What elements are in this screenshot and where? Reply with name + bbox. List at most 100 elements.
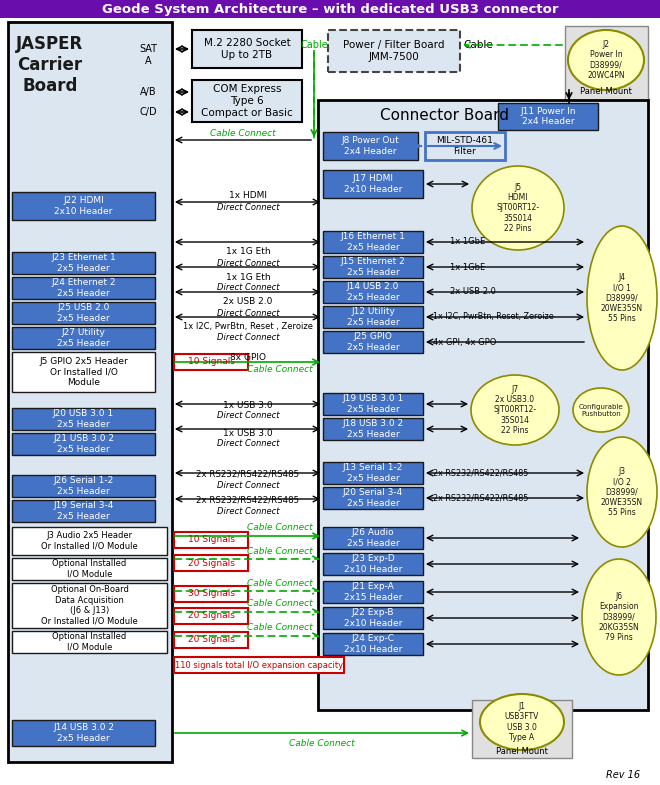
Ellipse shape (568, 30, 644, 90)
Text: Direct Connect: Direct Connect (216, 334, 279, 342)
Text: Connector Board: Connector Board (380, 108, 509, 123)
Text: M.2 2280 Socket
Up to 2TB: M.2 2280 Socket Up to 2TB (204, 38, 290, 60)
Text: Direct Connect: Direct Connect (216, 309, 279, 317)
Bar (323, 581, 423, 603)
Bar (323, 487, 423, 509)
Text: 1x USB 3.0: 1x USB 3.0 (223, 400, 273, 410)
Text: J23 Exp-D
2x10 Header: J23 Exp-D 2x10 Header (344, 554, 402, 574)
Bar (323, 553, 423, 575)
Text: Power / Filter Board
JMM-7500: Power / Filter Board JMM-7500 (343, 40, 445, 62)
Text: J5
HDMI
SJT00RT12-
35S014
22 Pins: J5 HDMI SJT00RT12- 35S014 22 Pins (496, 183, 540, 233)
Bar (174, 657, 344, 673)
Bar (174, 632, 248, 648)
Text: J24 Ethernet 2
2x5 Header: J24 Ethernet 2 2x5 Header (51, 279, 116, 298)
Bar (323, 306, 423, 328)
Text: C/D: C/D (139, 107, 157, 117)
Ellipse shape (582, 559, 656, 675)
Text: J19 USB 3.0 1
2x5 Header: J19 USB 3.0 1 2x5 Header (343, 394, 404, 414)
Text: J27 Utility
2x5 Header: J27 Utility 2x5 Header (57, 328, 110, 348)
Text: Geode System Architecture – with dedicated USB3 connector: Geode System Architecture – with dedicat… (102, 2, 558, 16)
Text: Direct Connect: Direct Connect (216, 411, 279, 421)
Bar (323, 527, 423, 549)
Text: 1x 1GbE: 1x 1GbE (450, 238, 485, 246)
Text: 20 Signals: 20 Signals (187, 558, 234, 568)
Bar (8, 22, 172, 762)
Text: Cable Connect: Cable Connect (210, 129, 276, 137)
Bar (12, 475, 155, 497)
Text: Cable Connect: Cable Connect (289, 739, 355, 747)
Text: Cable: Cable (463, 40, 493, 50)
Bar (12, 631, 167, 653)
Bar (328, 30, 460, 72)
Text: J4
I/O 1
D38999/
20WE35SN
55 Pins: J4 I/O 1 D38999/ 20WE35SN 55 Pins (601, 272, 643, 323)
Bar (12, 433, 155, 455)
Text: 1x 1GbE: 1x 1GbE (450, 262, 485, 272)
Text: 10 Signals: 10 Signals (187, 357, 234, 367)
Bar (0, 0, 660, 18)
Bar (323, 462, 423, 484)
Text: Optional Installed
I/O Module: Optional Installed I/O Module (52, 632, 127, 652)
Text: J3 Audio 2x5 Header
Or Installed I/O Module: J3 Audio 2x5 Header Or Installed I/O Mod… (41, 531, 138, 551)
Text: SAT
A: SAT A (139, 44, 157, 66)
Bar (323, 256, 423, 278)
Bar (323, 231, 423, 253)
Text: Optional Installed
I/O Module: Optional Installed I/O Module (52, 559, 127, 579)
Ellipse shape (472, 166, 564, 250)
Text: COM Express
Type 6
Compact or Basic: COM Express Type 6 Compact or Basic (201, 85, 293, 118)
Text: 2x USB 2.0: 2x USB 2.0 (223, 298, 273, 306)
Text: J18 USB 3.0 2
2x5 Header: J18 USB 3.0 2 2x5 Header (343, 419, 403, 439)
Bar (323, 281, 423, 303)
Text: Cable Connect: Cable Connect (248, 579, 313, 587)
Ellipse shape (587, 437, 657, 547)
Bar (192, 30, 302, 68)
Bar (323, 331, 423, 353)
Text: 2x RS232/RS422/RS485: 2x RS232/RS422/RS485 (197, 469, 300, 479)
Bar (323, 132, 418, 160)
Text: Panel Mount: Panel Mount (580, 87, 632, 97)
Bar (12, 302, 155, 324)
Text: MIL-STD-461
Filter: MIL-STD-461 Filter (436, 137, 494, 155)
Bar (12, 558, 167, 580)
Bar (12, 408, 155, 430)
Text: J23 Ethernet 1
2x5 Header: J23 Ethernet 1 2x5 Header (51, 254, 116, 272)
Bar (318, 100, 648, 710)
Text: 10 Signals: 10 Signals (187, 535, 234, 545)
Bar (425, 132, 505, 160)
Text: J8 Power Out
2x4 Header: J8 Power Out 2x4 Header (342, 137, 399, 155)
Text: 2x RS232/RS422/RS485: 2x RS232/RS422/RS485 (197, 495, 300, 505)
Text: 20 Signals: 20 Signals (187, 636, 234, 644)
Bar (174, 354, 248, 370)
Text: J6
Expansion
D38999/
20KG35SN
79 Pins: J6 Expansion D38999/ 20KG35SN 79 Pins (599, 592, 640, 642)
Text: Cable Connect: Cable Connect (248, 366, 313, 374)
Text: J14 USB 3.0 2
2x5 Header: J14 USB 3.0 2 2x5 Header (53, 723, 114, 743)
Text: Cable Connect: Cable Connect (248, 623, 313, 633)
Text: J1
USB3FTV
USB 3.0
Type A: J1 USB3FTV USB 3.0 Type A (505, 702, 539, 742)
Text: J20 USB 3.0 1
2x5 Header: J20 USB 3.0 1 2x5 Header (53, 409, 114, 429)
Bar (12, 252, 155, 274)
Bar (565, 26, 648, 108)
Text: J25 GPIO
2x5 Header: J25 GPIO 2x5 Header (346, 332, 399, 352)
Text: J19 Serial 3-4
2x5 Header: J19 Serial 3-4 2x5 Header (53, 502, 114, 520)
Ellipse shape (573, 388, 629, 432)
Bar (174, 586, 248, 602)
Text: 1x USB 3.0: 1x USB 3.0 (223, 429, 273, 437)
Text: Cable Connect: Cable Connect (248, 524, 313, 532)
Text: Cable Connect: Cable Connect (248, 600, 313, 608)
Bar (192, 80, 302, 122)
Text: Direct Connect: Direct Connect (216, 440, 279, 448)
Bar (174, 555, 248, 571)
Text: 110 signals total I/O expansion capacity: 110 signals total I/O expansion capacity (175, 660, 343, 670)
Text: Direct Connect: Direct Connect (216, 480, 279, 490)
Bar (12, 583, 167, 628)
Text: J24 Exp-C
2x10 Header: J24 Exp-C 2x10 Header (344, 634, 402, 654)
Text: 1x I2C, PwrBtn, Reset, Zeroize: 1x I2C, PwrBtn, Reset, Zeroize (433, 312, 554, 322)
Text: J26 Audio
2x5 Header: J26 Audio 2x5 Header (346, 528, 399, 548)
Text: J2
Power In
D38999/
20WC4PN: J2 Power In D38999/ 20WC4PN (587, 40, 625, 80)
Text: J12 Utility
2x5 Header: J12 Utility 2x5 Header (346, 307, 399, 327)
Text: 2x RS232/RS422/RS485: 2x RS232/RS422/RS485 (433, 494, 529, 502)
Text: J11 Power In
2x4 Header: J11 Power In 2x4 Header (520, 107, 576, 126)
Text: Cable: Cable (300, 40, 328, 50)
Bar (174, 608, 248, 624)
Text: 2x RS232/RS422/RS485: 2x RS232/RS422/RS485 (433, 469, 529, 477)
Text: 8x GPIO: 8x GPIO (230, 352, 266, 362)
